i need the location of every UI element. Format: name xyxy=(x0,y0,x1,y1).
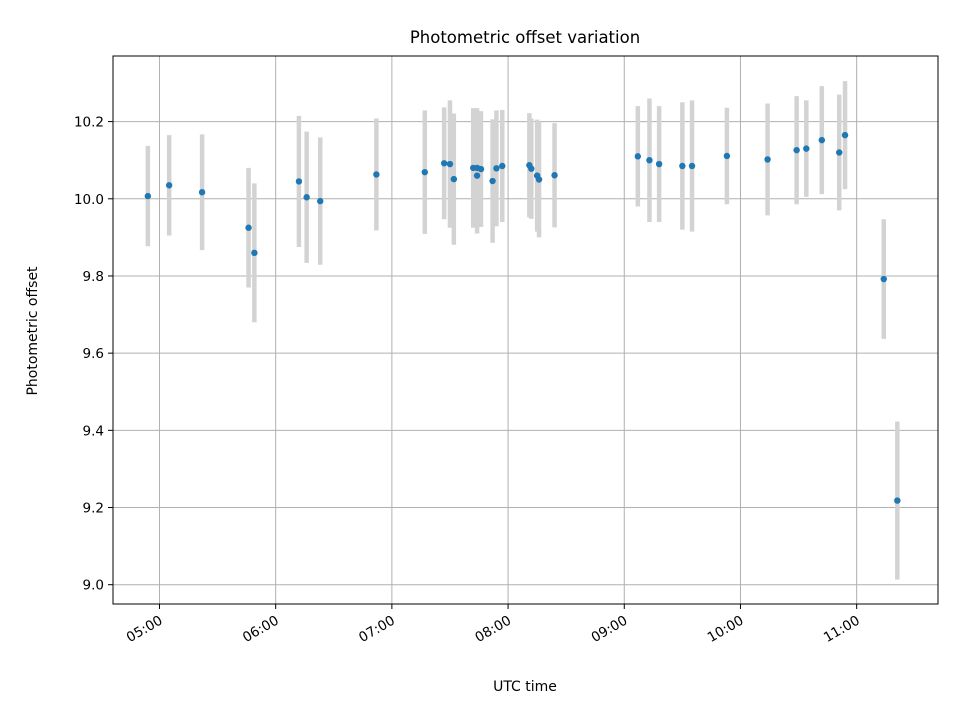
plot-frame xyxy=(112,55,939,605)
data-point xyxy=(493,165,500,172)
data-point xyxy=(723,152,731,160)
data-point xyxy=(317,197,324,205)
chart-title: Photometric offset variation xyxy=(410,28,640,47)
data-point xyxy=(440,160,448,167)
y-tick-label: 9.6 xyxy=(83,346,104,362)
data-point xyxy=(477,165,485,173)
data-point xyxy=(489,177,496,185)
data-point xyxy=(198,189,206,196)
y-tick-label: 9.4 xyxy=(83,423,104,439)
y-axis-label: Photometric offset xyxy=(25,266,41,396)
data-point xyxy=(841,131,849,139)
data-point xyxy=(450,175,458,183)
data-point xyxy=(551,172,558,179)
data-point xyxy=(528,165,535,172)
data-point xyxy=(446,160,454,168)
data-point xyxy=(634,153,642,160)
y-tick-label: 9.0 xyxy=(83,578,104,594)
data-point xyxy=(688,162,696,170)
data-point xyxy=(793,146,800,154)
data-point xyxy=(655,160,663,168)
x-axis-label: UTC time xyxy=(493,679,557,695)
y-axis-ticks: 9.0 9.2 9.4 9.6 9.8 10.0 10.2 xyxy=(74,115,113,594)
plot-area-background xyxy=(113,56,938,604)
data-point xyxy=(473,172,481,179)
data-point xyxy=(421,168,428,176)
data-point xyxy=(818,136,826,144)
data-point xyxy=(764,156,771,163)
data-point xyxy=(646,156,653,164)
data-point xyxy=(245,224,252,231)
data-point xyxy=(894,497,901,504)
grid xyxy=(113,56,938,604)
data-point xyxy=(295,178,303,185)
data-point xyxy=(880,275,887,283)
data-point xyxy=(373,171,380,178)
data-markers xyxy=(144,131,901,504)
data-point xyxy=(303,194,310,201)
data-point xyxy=(803,145,810,152)
y-tick-label: 10.0 xyxy=(74,192,104,208)
y-tick-label: 9.8 xyxy=(83,269,104,285)
data-point xyxy=(679,162,686,170)
y-tick-label: 9.2 xyxy=(83,501,104,517)
y-tick-label: 10.2 xyxy=(74,115,104,131)
data-point xyxy=(165,182,173,189)
data-point xyxy=(836,149,843,156)
data-point xyxy=(535,176,543,183)
data-point xyxy=(251,249,258,257)
data-point xyxy=(144,192,152,200)
data-point xyxy=(499,162,506,170)
